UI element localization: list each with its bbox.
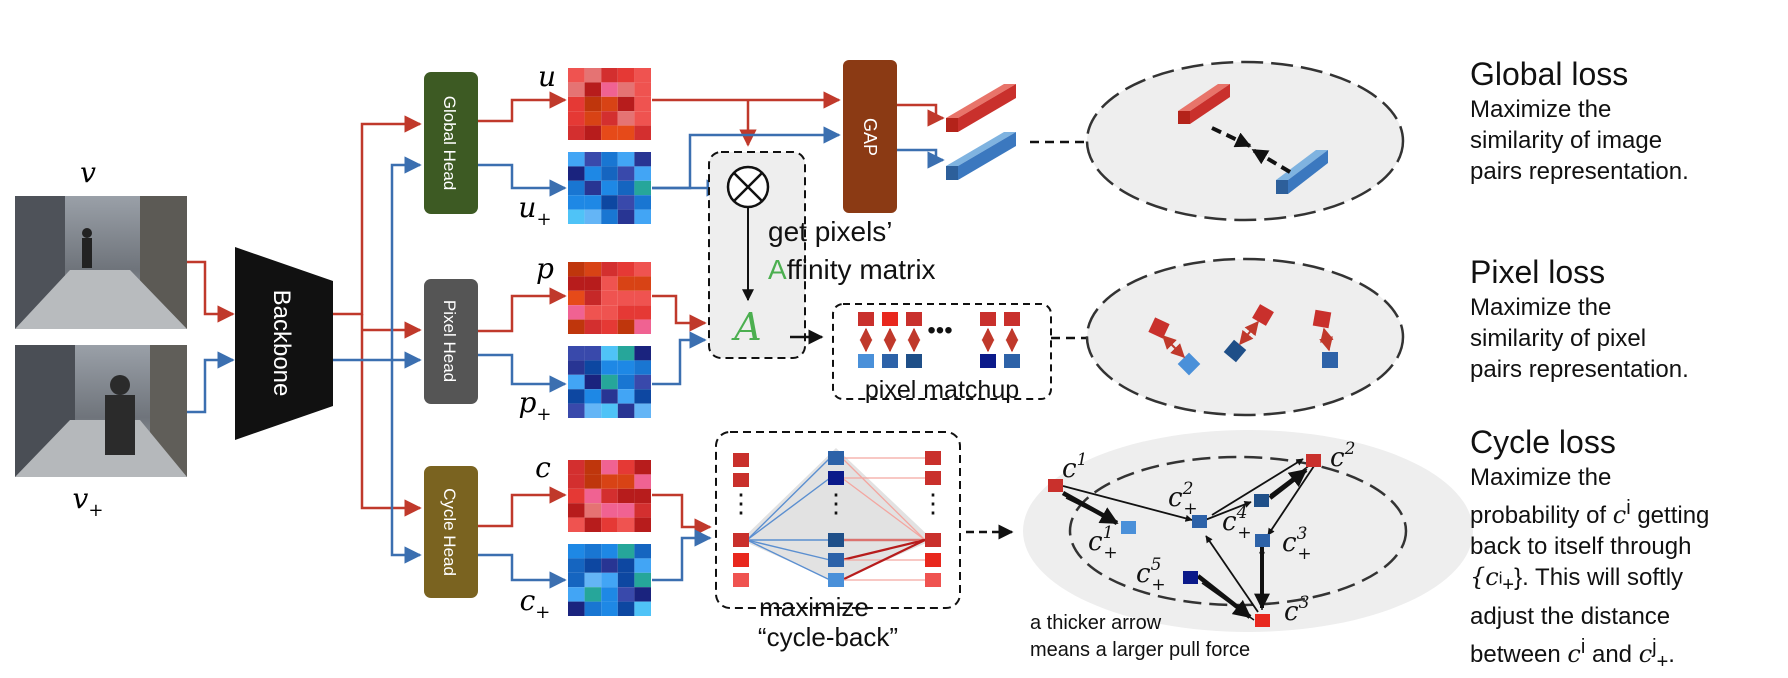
gap-block: [843, 60, 897, 213]
cycle-col1-dots: ⋮: [728, 488, 754, 518]
pixel-matchup-pairs: [858, 312, 1020, 368]
feature-u-label: u: [538, 60, 556, 93]
grid-c: [568, 460, 651, 532]
cycle-col1-node: [733, 453, 749, 467]
cycle-back-line2: “cycle-back”: [758, 622, 898, 652]
cycle-col1-node: [733, 553, 749, 567]
arrow-note-line2: means a larger pull force: [1030, 639, 1250, 661]
cycle-col3-dots: ⋮: [920, 488, 946, 518]
frame-v-label: v: [80, 156, 96, 189]
cycle-head-label: Cycle Head: [440, 488, 459, 576]
affinity-matrix-symbol: A: [731, 305, 761, 349]
label-c5-plus: c5 +: [1136, 555, 1166, 595]
pixel-matchup-dots: •••: [927, 317, 952, 344]
cycle-back-network: [733, 451, 941, 587]
cycle-col2-node: [828, 451, 844, 465]
frame-v-plus-image: [15, 345, 187, 477]
label-c3: c3: [1284, 593, 1309, 627]
grid-u: [568, 68, 651, 140]
label-c1: c1: [1062, 450, 1087, 484]
gap-vector-u-plus: [946, 132, 1016, 180]
feature-p-plus-label: p+: [518, 386, 551, 425]
global-loss-text: Global loss Maximize the similarity of i…: [1470, 56, 1780, 187]
cycle-col2-node: [828, 553, 844, 567]
global-loss-desc: Maximize the similarity of image pairs r…: [1470, 96, 1689, 185]
matchup-pair: [906, 312, 922, 368]
label-c4-plus: c4 +: [1222, 503, 1252, 543]
pixel-head-label: Pixel Head: [440, 300, 459, 382]
pixel-head-block: [424, 279, 478, 404]
matchup-pair: [1004, 312, 1020, 368]
feature-maps: [568, 68, 651, 616]
backbone-label: Backbone: [268, 290, 295, 397]
cycle-col2-node: [828, 533, 844, 547]
cycle-col2-node: [828, 573, 844, 587]
label-c2: c2: [1330, 439, 1355, 473]
matchup-pair: [882, 312, 898, 368]
pixel-loss-title: Pixel loss: [1470, 254, 1606, 290]
global-head-block: [424, 72, 478, 214]
cycle-back-shade: [741, 448, 933, 582]
cycle-graph-arrows: [1061, 458, 1315, 621]
global-branch-arrows: [652, 91, 945, 197]
gap-vector-u: [946, 84, 1016, 132]
feature-c-plus-label: c+: [520, 584, 551, 623]
multiply-icon-cross: [733, 172, 763, 202]
cycle-col3-node: [925, 553, 941, 567]
label-c3-plus: c3 +: [1282, 524, 1312, 564]
cycle-col2-dots: ⋮: [823, 488, 849, 518]
cycle-col3-node: [925, 573, 941, 587]
global-ellipse-vector-u: [1178, 84, 1230, 124]
cycle-col1-node: [733, 573, 749, 587]
label-c1-plus: c1 +: [1088, 523, 1118, 563]
cycle-col3-node: [925, 533, 941, 547]
global-head-label: Global Head: [440, 96, 459, 191]
feature-p-label: p: [536, 252, 554, 285]
arrow-v-to-backbone: [187, 260, 235, 323]
backbone-to-heads-arrows: [333, 115, 422, 564]
grid-u-plus: [568, 152, 651, 224]
pixel-loss-pairs: [1148, 304, 1338, 376]
pixel-loss-text: Pixel loss Maximize the similarity of pi…: [1470, 254, 1780, 385]
gap-label: GAP: [860, 118, 880, 156]
cycle-loss-desc: Maximize the probability of ci getting b…: [1470, 464, 1710, 673]
cycle-head-block: [424, 466, 478, 598]
cycle-col3-node: [925, 471, 941, 485]
affinity-caption-line1: get pixels’: [768, 216, 893, 247]
cycle-col1-node: [733, 473, 749, 487]
global-loss-ellipse: [1085, 60, 1405, 222]
frame-v-image: [15, 196, 187, 329]
feature-u-plus-label: u+: [518, 191, 551, 230]
global-pull-arrow-b: [1251, 148, 1292, 174]
grid-c-plus: [568, 544, 651, 616]
feature-c-label: c: [535, 451, 551, 484]
cycle-branch-arrows: [652, 493, 712, 582]
arrow-vplus-to-backbone: [187, 351, 235, 414]
head-to-feature-arrows: [478, 91, 567, 589]
cycle-loss-title: Cycle loss: [1470, 424, 1616, 460]
cycle-col3-node: [925, 451, 941, 465]
grid-p-plus: [568, 346, 651, 418]
cycle-back-line1: maximize: [759, 592, 869, 622]
matchup-pair: [858, 312, 874, 368]
grid-p: [568, 262, 651, 334]
affinity-caption-line2: Affinity matrix: [768, 254, 936, 285]
affinity-box: [708, 151, 806, 359]
global-pull-arrow-a: [1211, 126, 1252, 148]
cycle-loss-text: Cycle loss Maximize the probability of c…: [1470, 424, 1780, 678]
global-loss-title: Global loss: [1470, 56, 1629, 92]
matchup-pair: [980, 312, 996, 368]
frame-v-plus-label: v+: [73, 482, 104, 521]
cycle-col2-node: [828, 471, 844, 485]
cycle-graph-nodes: [1048, 454, 1321, 627]
arrow-note-line1: a thicker arrow: [1030, 612, 1162, 634]
cycle-graph-labels: c1 c1 + c2 + c4 + c3 + c5 + c2 c3: [1062, 439, 1355, 627]
cycle-col1-node: [733, 533, 749, 547]
label-c2-plus: c2 +: [1168, 479, 1198, 519]
backbone-block: [235, 247, 333, 440]
pixel-matchup-label: pixel matchup: [865, 376, 1019, 404]
pixel-branch-arrows: [652, 294, 707, 386]
pixel-loss-desc: Maximize the similarity of pixel pairs r…: [1470, 294, 1689, 383]
